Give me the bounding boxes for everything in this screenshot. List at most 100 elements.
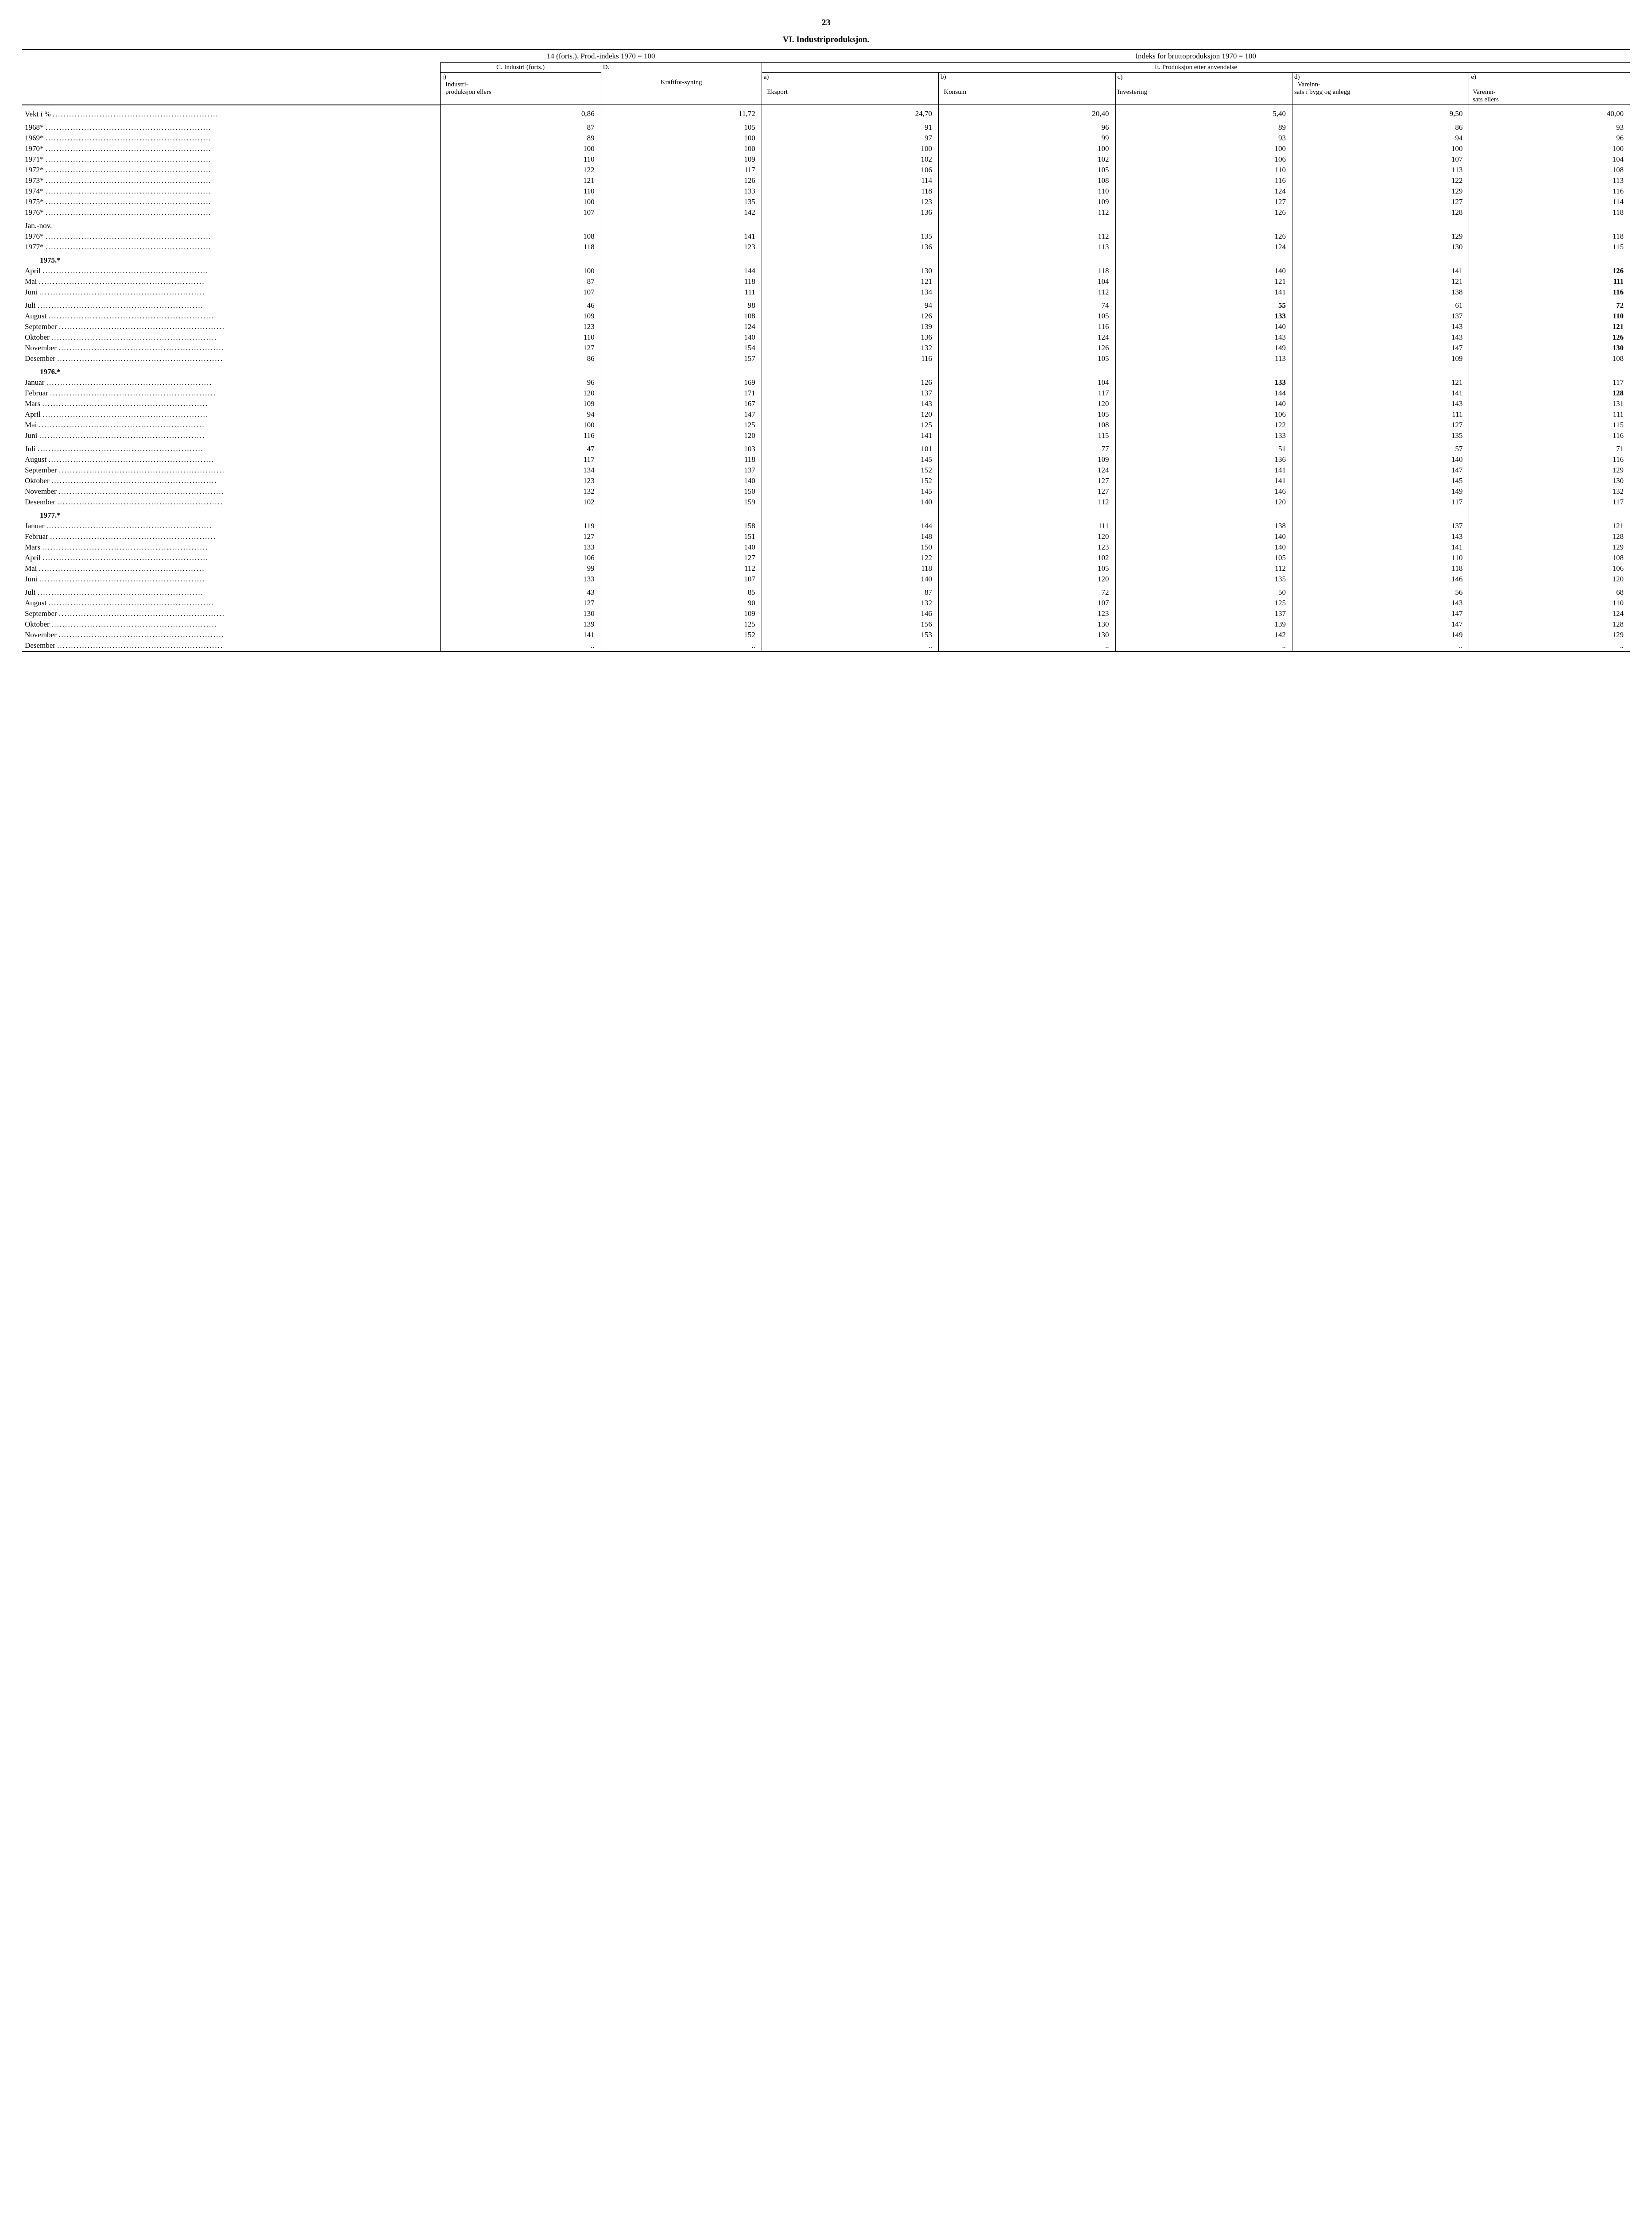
cell: 102	[939, 553, 1115, 563]
cell: 115	[1469, 242, 1630, 255]
row-label: Mai ....................................…	[22, 563, 440, 574]
cell: 142	[601, 207, 762, 221]
cell: 134	[762, 287, 938, 300]
cell	[1292, 510, 1469, 521]
cell: 112	[939, 231, 1115, 242]
cell: 127	[440, 343, 601, 353]
cell: 129	[1292, 186, 1469, 197]
cell: 143	[762, 399, 938, 409]
cell: 171	[601, 388, 762, 399]
cell: 108	[939, 420, 1115, 430]
cell: 140	[1292, 454, 1469, 465]
cell: 100	[601, 133, 762, 143]
cell: 136	[762, 242, 938, 255]
cell: 56	[1292, 587, 1469, 598]
row-label: Mai ....................................…	[22, 276, 440, 287]
row-label: September ..............................…	[22, 321, 440, 332]
cell: 102	[762, 154, 938, 165]
row-label: Oktober ................................…	[22, 619, 440, 630]
cell: 87	[762, 587, 938, 598]
cell: 129	[1469, 465, 1630, 476]
row-label: April ..................................…	[22, 266, 440, 276]
cell: 117	[601, 165, 762, 175]
cell: 105	[601, 122, 762, 133]
cell: 89	[1115, 122, 1292, 133]
cell: 100	[601, 143, 762, 154]
cell: 153	[762, 630, 938, 640]
row-label: Juli ...................................…	[22, 300, 440, 311]
cell: 121	[1115, 276, 1292, 287]
cell: 129	[1469, 630, 1630, 640]
cell: 140	[1115, 266, 1292, 276]
cell: 105	[939, 409, 1115, 420]
cell	[601, 255, 762, 266]
cell	[601, 510, 762, 521]
cell: 43	[440, 587, 601, 598]
cell: 112	[939, 497, 1115, 510]
cell: 157	[601, 353, 762, 367]
cell: 100	[440, 420, 601, 430]
hdr-col-e: e) Vareinn- sats ellers	[1469, 73, 1630, 105]
row-label: Mars ...................................…	[22, 542, 440, 553]
cell: 151	[601, 531, 762, 542]
cell: 118	[762, 186, 938, 197]
cell: 90	[601, 598, 762, 608]
table-row: Desember ...............................…	[22, 640, 1630, 651]
table-row: Juni ...................................…	[22, 430, 1630, 444]
row-label: Mars ...................................…	[22, 399, 440, 409]
cell: 121	[1292, 377, 1469, 388]
row-label: Februar ................................…	[22, 531, 440, 542]
row-label: August .................................…	[22, 598, 440, 608]
cell: ..	[762, 640, 938, 651]
cell: 102	[440, 497, 601, 510]
cell: 127	[1115, 197, 1292, 207]
table-title: VI. Industriproduksjon.	[22, 35, 1630, 45]
cell: 108	[440, 231, 601, 242]
row-label: August .................................…	[22, 454, 440, 465]
cell: 107	[1292, 154, 1469, 165]
cell: 47	[440, 444, 601, 454]
row-label: Juni ...................................…	[22, 574, 440, 587]
cell: 122	[1292, 175, 1469, 186]
cell: 135	[762, 231, 938, 242]
table-row: Juli ...................................…	[22, 444, 1630, 454]
cell	[939, 255, 1115, 266]
table-row: Desember ...............................…	[22, 497, 1630, 510]
cell: 134	[440, 465, 601, 476]
cell: 96	[939, 122, 1115, 133]
cell: 169	[601, 377, 762, 388]
cell: 104	[939, 377, 1115, 388]
cell: 116	[1115, 175, 1292, 186]
row-label: April ..................................…	[22, 553, 440, 563]
cell: 138	[1115, 521, 1292, 531]
cell: 132	[762, 598, 938, 608]
cell: 130	[1469, 343, 1630, 353]
cell: 113	[1292, 165, 1469, 175]
cell: 158	[601, 521, 762, 531]
cell: 100	[939, 143, 1115, 154]
cell: 127	[440, 531, 601, 542]
cell: 133	[601, 186, 762, 197]
cell: 5,40	[1115, 105, 1292, 122]
cell: 108	[1469, 553, 1630, 563]
table-row: Februar ................................…	[22, 531, 1630, 542]
cell: 120	[440, 388, 601, 399]
cell: 141	[601, 231, 762, 242]
hdr-sub-e: E. Produksjon etter anvendelse	[762, 63, 1630, 73]
cell: 98	[601, 300, 762, 311]
row-label: Oktober ................................…	[22, 332, 440, 343]
cell: 103	[601, 444, 762, 454]
row-label: Desember ...............................…	[22, 640, 440, 651]
row-label: 1976.*	[22, 367, 440, 377]
cell: 119	[440, 521, 601, 531]
cell: 144	[601, 266, 762, 276]
hdr-col-c: c)Investering	[1115, 73, 1292, 105]
cell	[1469, 510, 1630, 521]
table-row: 1973* ..................................…	[22, 175, 1630, 186]
row-label: 1977.*	[22, 510, 440, 521]
cell: 121	[762, 276, 938, 287]
cell	[1292, 221, 1469, 231]
cell: 148	[762, 531, 938, 542]
cell: 143	[1292, 332, 1469, 343]
row-label: Januar .................................…	[22, 521, 440, 531]
